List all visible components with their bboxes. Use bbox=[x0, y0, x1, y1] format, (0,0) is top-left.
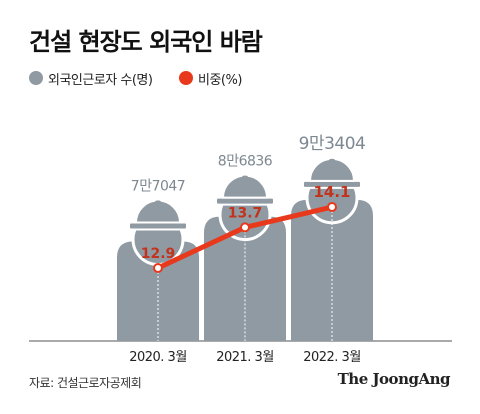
legend-label-workers: 외국인근로자 수(명) bbox=[48, 73, 153, 88]
helmet-brim-0 bbox=[128, 221, 188, 231]
worker-body-1 bbox=[204, 216, 286, 341]
helmet-ridge-0 bbox=[155, 200, 161, 210]
helmet-dome-0 bbox=[134, 199, 182, 224]
worker-figure-1 bbox=[204, 174, 286, 341]
worker-body-0 bbox=[117, 241, 199, 341]
source-note: 자료: 건설근로자공제회 bbox=[29, 376, 142, 390]
ratio-point-2 bbox=[327, 202, 337, 213]
brand-logo: The JoongAng bbox=[337, 370, 451, 388]
category-label-2: 2022. 3월 bbox=[303, 350, 361, 365]
helmet-ridge-1 bbox=[242, 175, 248, 185]
worker-value-label-0: 7만7047 bbox=[131, 179, 185, 195]
helmet-ridge-2 bbox=[329, 158, 335, 168]
legend-swatch-workers bbox=[29, 71, 43, 85]
worker-value-label-1: 8만6836 bbox=[218, 154, 273, 170]
category-label-1: 2021. 3월 bbox=[216, 350, 274, 365]
ratio-point-0 bbox=[153, 263, 163, 273]
ratio-point-1 bbox=[240, 222, 250, 233]
category-label-0: 2020. 3월 bbox=[129, 350, 187, 365]
legend-swatch-ratio bbox=[179, 71, 193, 85]
ratio-label-1: 13.7 bbox=[228, 205, 263, 221]
helmet-dome-2 bbox=[308, 157, 356, 182]
helmet-dome-1 bbox=[221, 174, 269, 199]
worker-figure-2 bbox=[291, 157, 373, 341]
worker-body-2 bbox=[291, 199, 373, 341]
ratio-label-0: 12.9 bbox=[141, 246, 176, 262]
legend-label-ratio: 비중(%) bbox=[198, 73, 242, 88]
ratio-label-2: 14.1 bbox=[313, 183, 350, 201]
worker-figure-0 bbox=[117, 199, 199, 341]
worker-value-label-2: 9만3404 bbox=[299, 134, 366, 154]
chart-title: 건설 현장도 외국인 바람 bbox=[29, 28, 263, 56]
helmet-brim-1 bbox=[215, 196, 275, 206]
